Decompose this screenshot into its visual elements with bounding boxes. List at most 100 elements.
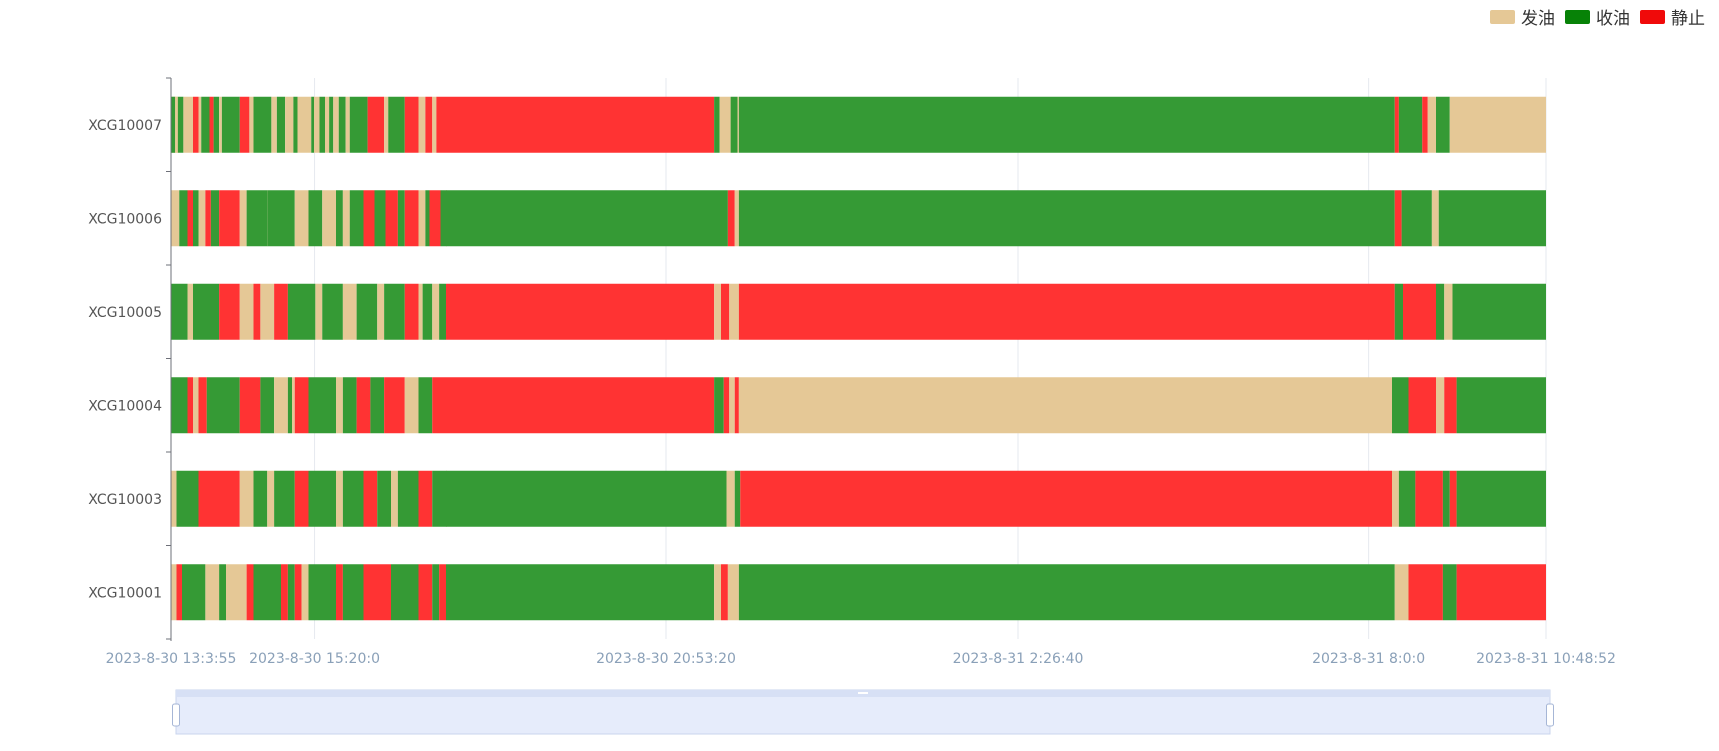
segment-shou[interactable] [329, 96, 334, 153]
segment-shou[interactable] [1456, 377, 1546, 434]
segment-shou[interactable] [734, 470, 741, 527]
segment-fa[interactable] [175, 96, 178, 153]
segment-jing[interactable] [198, 377, 207, 434]
segment-fa[interactable] [239, 470, 254, 527]
segment-fa[interactable] [391, 470, 398, 527]
segment-fa[interactable] [377, 283, 385, 340]
segment-jing[interactable] [246, 564, 254, 621]
segment-fa[interactable] [333, 96, 339, 153]
segment-fa[interactable] [714, 283, 721, 340]
segment-shou[interactable] [206, 377, 240, 434]
segment-fa[interactable] [260, 283, 275, 340]
segment-fa[interactable] [219, 96, 222, 153]
segment-jing[interactable] [198, 470, 240, 527]
segment-jing[interactable] [1415, 470, 1443, 527]
segment-shou[interactable] [738, 190, 1395, 247]
segment-shou[interactable] [422, 283, 433, 340]
segment-shou[interactable] [308, 377, 337, 434]
segment-jing[interactable] [253, 283, 261, 340]
segment-jing[interactable] [446, 377, 715, 434]
segment-shou[interactable] [319, 96, 326, 153]
segment-shou[interactable] [391, 564, 419, 621]
segment-fa[interactable] [193, 377, 199, 434]
segment-shou[interactable] [370, 377, 385, 434]
segment-jing[interactable] [1449, 470, 1457, 527]
segment-shou[interactable] [440, 190, 447, 247]
segment-shou[interactable] [425, 190, 430, 247]
zoom-slider-right-handle[interactable] [1546, 703, 1554, 727]
segment-fa[interactable] [249, 96, 254, 153]
segment-jing[interactable] [439, 564, 446, 621]
segment-fa[interactable] [336, 470, 343, 527]
segment-fa[interactable] [267, 470, 275, 527]
segment-jing[interactable] [734, 377, 739, 434]
segment-fa[interactable] [714, 564, 721, 621]
segment-jing[interactable] [1422, 96, 1428, 153]
segment-shou[interactable] [338, 96, 346, 153]
segment-fa[interactable] [729, 283, 739, 340]
segment-fa[interactable] [719, 96, 731, 153]
segment-shou[interactable] [193, 190, 199, 247]
segment-shou[interactable] [219, 564, 226, 621]
segment-shou[interactable] [253, 470, 268, 527]
segment-fa[interactable] [171, 564, 177, 621]
segment-fa[interactable] [1392, 470, 1399, 527]
segment-shou[interactable] [253, 96, 272, 153]
segment-jing[interactable] [721, 283, 730, 340]
segment-fa[interactable] [297, 96, 312, 153]
segment-jing[interactable] [219, 283, 240, 340]
segment-jing[interactable] [738, 283, 1395, 340]
segment-fa[interactable] [738, 377, 1392, 434]
segment-shou[interactable] [210, 190, 220, 247]
segment-shou[interactable] [384, 283, 405, 340]
segment-shou[interactable] [377, 470, 391, 527]
segment-shou[interactable] [730, 96, 738, 153]
segment-fa[interactable] [171, 470, 177, 527]
segment-fa[interactable] [404, 377, 419, 434]
segment-shou[interactable] [1398, 96, 1423, 153]
segment-fa[interactable] [418, 190, 426, 247]
segment-jing[interactable] [723, 377, 730, 434]
segment-fa[interactable] [271, 96, 277, 153]
segment-shou[interactable] [287, 283, 316, 340]
segment-fa[interactable] [345, 96, 350, 153]
segment-jing[interactable] [385, 190, 398, 247]
segment-jing[interactable] [404, 96, 419, 153]
segment-fa[interactable] [418, 96, 426, 153]
segment-shou[interactable] [397, 470, 419, 527]
segment-jing[interactable] [404, 190, 419, 247]
segment-shou[interactable] [1456, 470, 1546, 527]
segment-shou[interactable] [1438, 190, 1546, 247]
segment-shou[interactable] [1398, 470, 1416, 527]
segment-jing[interactable] [429, 190, 441, 247]
segment-fa[interactable] [183, 96, 193, 153]
segment-shou[interactable] [738, 96, 1395, 153]
segment-fa[interactable] [336, 377, 343, 434]
segment-jing[interactable] [446, 283, 715, 340]
segment-fa[interactable] [432, 96, 437, 153]
segment-shou[interactable] [1394, 283, 1403, 340]
segment-shou[interactable] [418, 377, 433, 434]
segment-shou[interactable] [193, 283, 220, 340]
segment-shou[interactable] [308, 564, 337, 621]
segment-jing[interactable] [239, 377, 261, 434]
segment-shou[interactable] [287, 377, 292, 434]
segment-shou[interactable] [179, 190, 188, 247]
segment-fa[interactable] [726, 470, 735, 527]
segment-jing[interactable] [1408, 377, 1437, 434]
segment-fa[interactable] [198, 190, 206, 247]
segment-shou[interactable] [446, 190, 728, 247]
segment-jing[interactable] [1408, 564, 1443, 621]
segment-jing[interactable] [356, 377, 371, 434]
segment-fa[interactable] [198, 96, 202, 153]
segment-shou[interactable] [311, 96, 314, 153]
segment-shou[interactable] [293, 96, 298, 153]
segment-fa[interactable] [1394, 564, 1409, 621]
segment-fa[interactable] [342, 190, 350, 247]
segment-shou[interactable] [1442, 470, 1450, 527]
segment-fa[interactable] [285, 96, 294, 153]
segment-jing[interactable] [281, 564, 288, 621]
segment-jing[interactable] [418, 564, 433, 621]
segment-shou[interactable] [439, 283, 446, 340]
segment-jing[interactable] [727, 190, 735, 247]
